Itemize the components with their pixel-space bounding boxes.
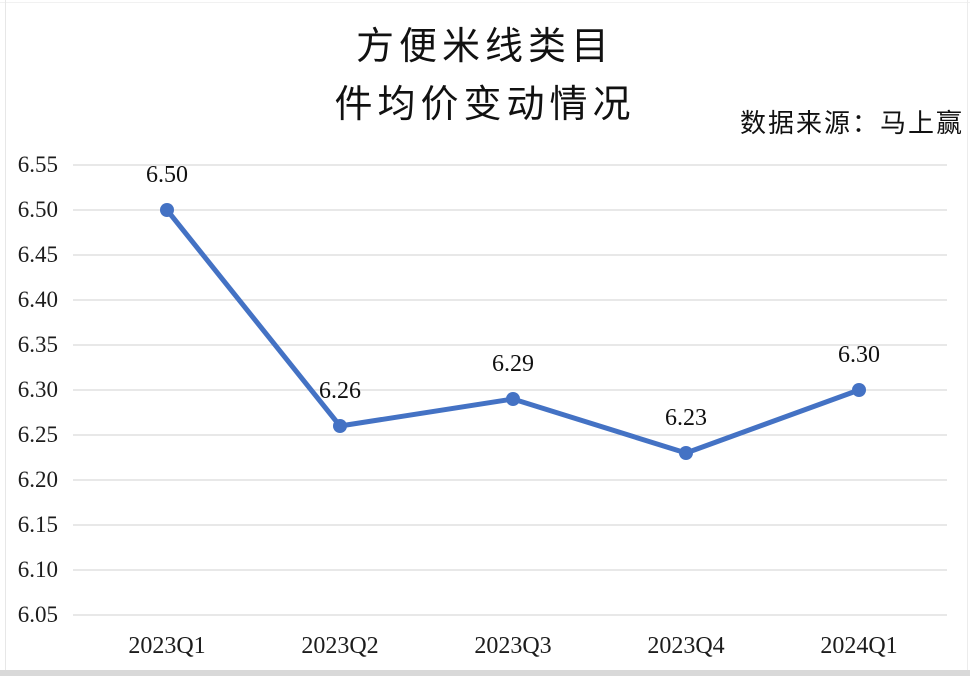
data-point-value-label: 6.30 (838, 342, 880, 368)
data-point-marker (679, 446, 693, 460)
data-point-value-label: 6.23 (665, 405, 707, 431)
chart-title-line2: 件均价变动情况 (334, 84, 636, 126)
y-axis-tick-label: 6.25 (17, 422, 58, 447)
y-axis-tick-label: 6.45 (17, 242, 58, 267)
y-axis-tick-label: 6.40 (17, 287, 58, 312)
chart-title: 方便米线类目 件均价变动情况 (0, 18, 970, 134)
data-point-marker (852, 383, 866, 397)
data-point-value-label: 6.50 (146, 162, 188, 188)
price-line (164, 207, 862, 456)
data-point-marker (506, 392, 520, 406)
data-point-value-label: 6.26 (319, 378, 361, 404)
data-point-value-label: 6.29 (492, 351, 534, 377)
data-point-marker (160, 203, 174, 217)
x-axis-tick-label: 2023Q4 (647, 633, 725, 659)
x-axis-tick-label: 2023Q3 (474, 633, 552, 659)
y-axis-tick-label: 6.05 (17, 602, 58, 627)
window-bottom-edge (0, 670, 970, 676)
x-axis-tick-label: 2023Q2 (301, 633, 379, 659)
y-axis-tick-label: 6.20 (17, 467, 58, 492)
y-axis-tick-label: 6.35 (17, 332, 58, 357)
y-axis-tick-label: 6.55 (17, 152, 58, 177)
window-left-edge (5, 0, 6, 670)
window-right-edge (967, 0, 968, 670)
y-axis-tick-label: 6.10 (17, 557, 58, 582)
x-axis-tick-label: 2023Q1 (128, 633, 206, 659)
x-axis-tick-label: 2024Q1 (820, 633, 898, 659)
chart-title-line1: 方便米线类目 (355, 26, 614, 68)
y-axis-tick-label: 6.15 (17, 512, 58, 537)
y-axis-tick-label: 6.50 (17, 197, 58, 222)
y-axis-tick-label: 6.30 (17, 377, 58, 402)
data-point-marker (333, 419, 347, 433)
window-top-edge (0, 2, 970, 3)
data-source-note: 数据来源：马上赢 (739, 109, 964, 138)
